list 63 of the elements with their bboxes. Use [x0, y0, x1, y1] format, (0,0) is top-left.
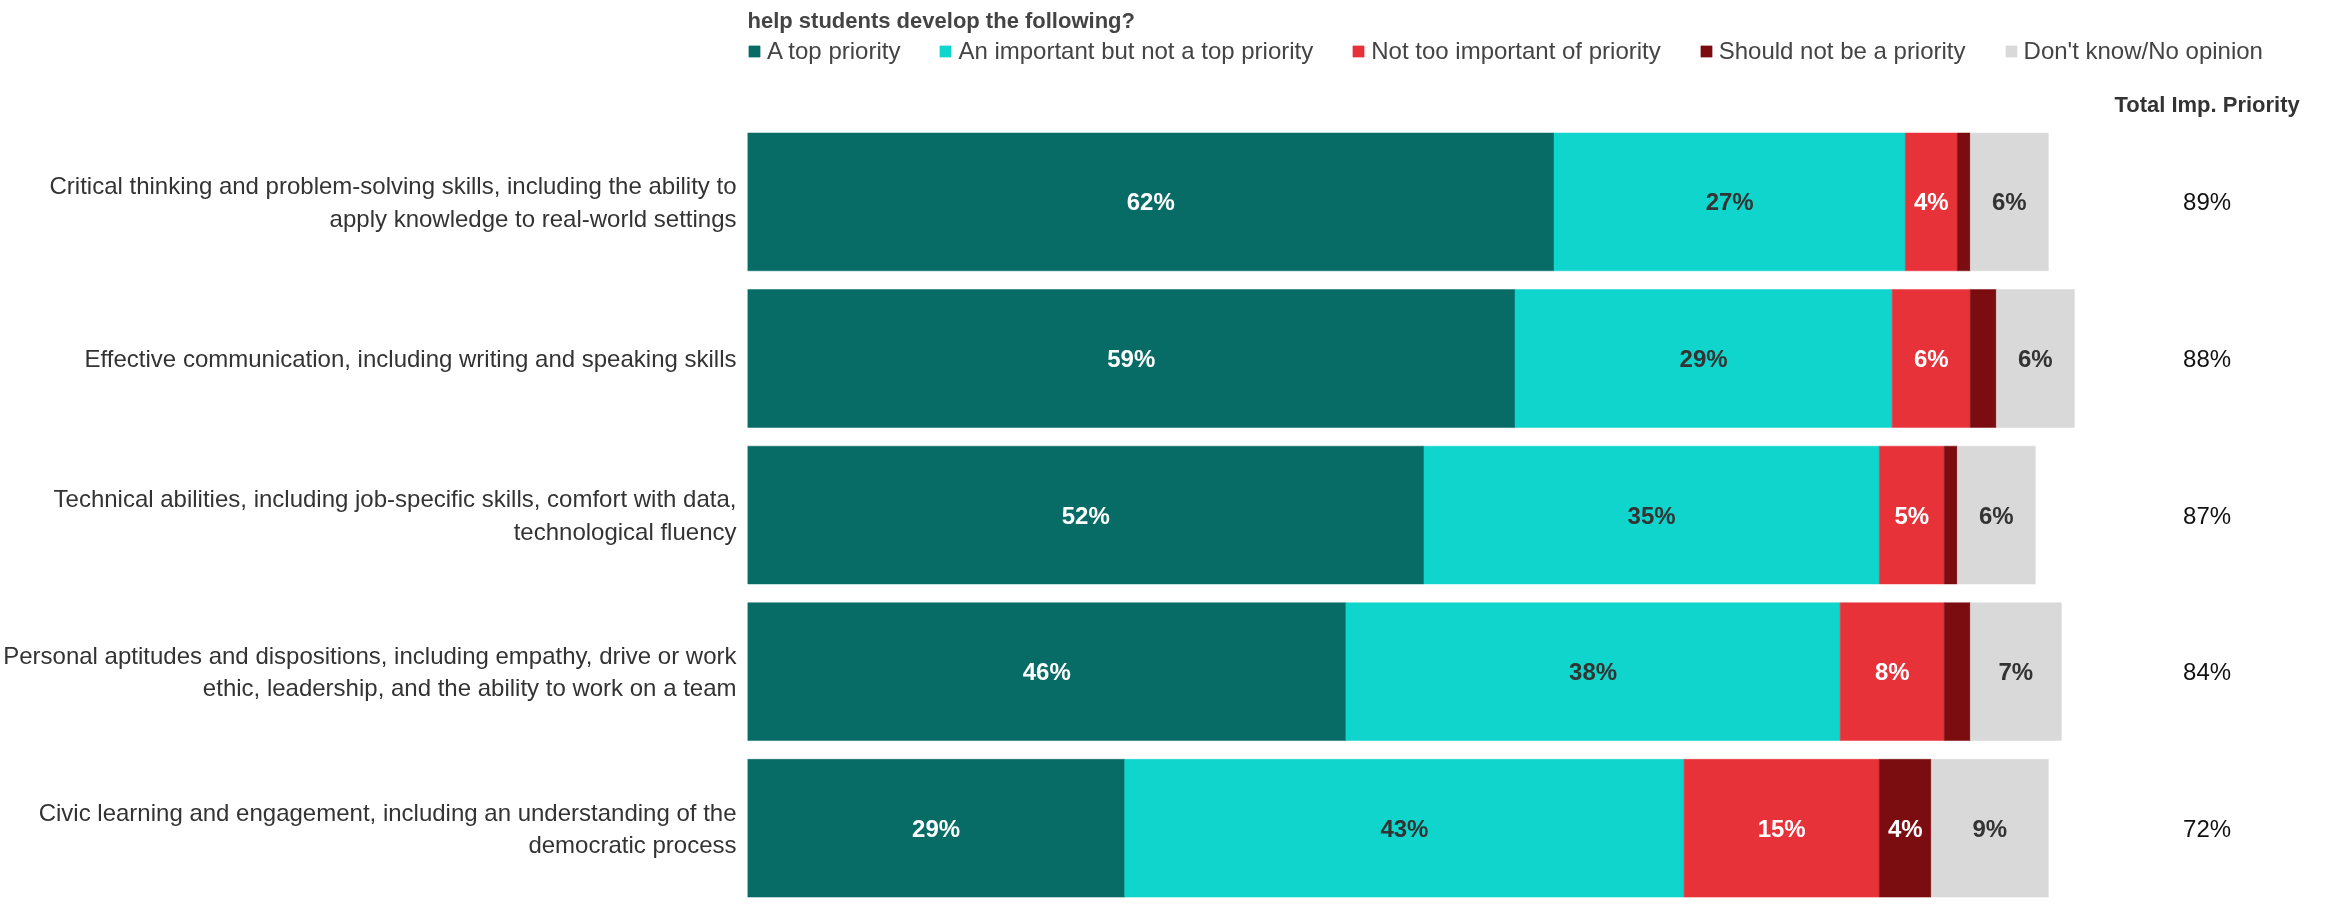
- bar: [747, 759, 1125, 898]
- data-label: 6%: [1978, 501, 2014, 529]
- data-label: 5%: [1894, 501, 1930, 529]
- bar: [1514, 289, 1893, 428]
- bar: [1996, 289, 2075, 428]
- bar: [1931, 759, 2049, 898]
- y-tick-label: Personal aptitudes and dispositions, including empathy, drive or work ethic, leadership, and the ability to work on a team: [3, 641, 738, 702]
- legend-label: A top priority: [767, 37, 901, 65]
- text: 88%: [2183, 344, 2232, 372]
- bar: [1970, 132, 2049, 272]
- data-label: 62%: [1126, 188, 1175, 216]
- data-label: 29%: [912, 814, 961, 842]
- data-label: 6%: [1992, 188, 2027, 216]
- bar: [1423, 445, 1880, 585]
- legend-label: An important but not a top priority: [958, 37, 1314, 65]
- data-label: 4%: [1887, 814, 1923, 842]
- text: 89%: [2183, 188, 2232, 216]
- data-label: 46%: [1022, 658, 1071, 686]
- legend-label: Should not be a priority: [1718, 37, 1966, 65]
- chart-title: help students develop the following?: [747, 7, 1135, 33]
- data-label: 27%: [1705, 188, 1754, 216]
- bar: [1944, 602, 1971, 741]
- bar: [1892, 289, 1971, 428]
- bar: [1957, 132, 1971, 272]
- data-label: 6%: [1913, 344, 1949, 372]
- y-tick-label: Technical abilities, including job-specific skills, comfort with data, technological fluency: [53, 485, 737, 545]
- data-label: 6%: [2018, 344, 2053, 372]
- bar: [1970, 602, 2062, 741]
- bar: [1879, 759, 1932, 898]
- legend-label: Not too important of priority: [1371, 37, 1661, 65]
- text: 72%: [2183, 814, 2232, 842]
- text: 87%: [2183, 501, 2232, 529]
- bar: [1879, 445, 1945, 585]
- bar: [1957, 445, 2036, 585]
- data-label: 38%: [1569, 658, 1618, 686]
- bar: [747, 445, 1425, 585]
- data-label: 43%: [1380, 814, 1429, 842]
- bar: [1553, 132, 1906, 272]
- y-tick-label: Civic learning and engagement, including an understanding of the democratic process: [38, 798, 737, 858]
- text: 84%: [2183, 658, 2232, 686]
- bar: [1345, 602, 1841, 741]
- bar: [1839, 602, 1945, 741]
- bar: [1124, 759, 1685, 898]
- data-label: 59%: [1107, 344, 1156, 372]
- bar: [747, 132, 1555, 272]
- data-label: 4%: [1913, 188, 1949, 216]
- bar: [1970, 289, 1997, 428]
- data-label: 35%: [1627, 501, 1676, 529]
- bar: [747, 289, 1516, 428]
- bar: [1905, 132, 1958, 272]
- y-tick-label: Critical thinking and problem-solving skills, including the ability to apply knowledge to real-world settings: [49, 172, 737, 232]
- data-label: 15%: [1757, 814, 1806, 842]
- data-label: 29%: [1679, 344, 1728, 372]
- bar: [1944, 445, 1958, 585]
- data-label: 9%: [1972, 814, 2008, 842]
- y-tick-label: Effective communication, including writing and speaking skills: [84, 344, 737, 372]
- data-label: 52%: [1061, 501, 1110, 529]
- data-label: 8%: [1874, 658, 1910, 686]
- data-label: 7%: [1998, 658, 2034, 686]
- bar: [747, 602, 1347, 741]
- text: Total Imp. Priority: [2114, 92, 2301, 118]
- bar: [1683, 759, 1880, 898]
- legend-label: Don't know/No opinion: [2023, 37, 2263, 65]
